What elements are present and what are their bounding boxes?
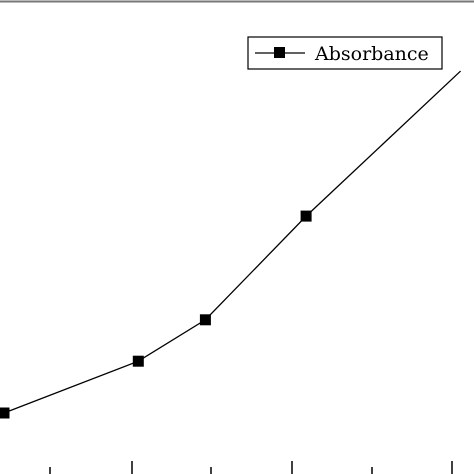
data-point-marker (199, 314, 211, 326)
series-markers (0, 210, 312, 419)
series-polyline-absorbance (3, 70, 462, 414)
data-point-marker (0, 407, 10, 419)
legend-marker-sample (274, 47, 285, 58)
data-point-marker (132, 355, 144, 367)
legend-label: Absorbance (314, 43, 429, 65)
legend-box (247, 36, 443, 70)
x-axis-ticks (49, 461, 453, 474)
legend: Absorbance (247, 36, 443, 70)
data-point-marker (300, 210, 312, 222)
